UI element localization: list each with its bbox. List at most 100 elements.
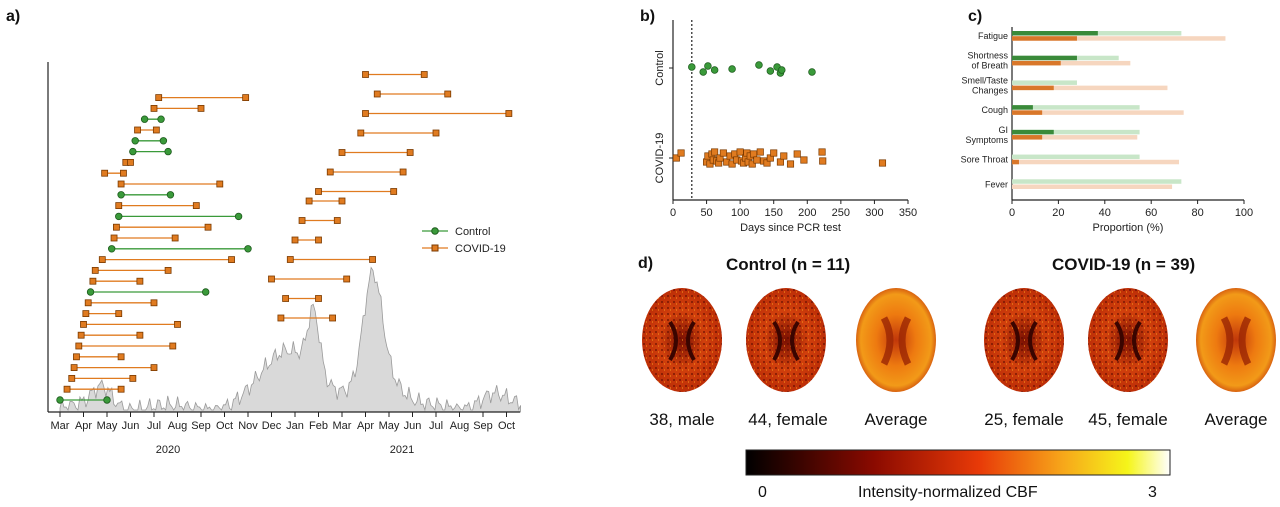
bar: [1012, 85, 1054, 91]
x-tick-label: 0: [1009, 207, 1015, 219]
covid-point: [711, 148, 719, 156]
segment-point: [164, 266, 172, 274]
segment-point: [362, 71, 369, 78]
panel-a-letter: a): [6, 8, 21, 25]
x-tick-label: May: [97, 420, 118, 432]
bar: [1012, 129, 1140, 135]
segment-point: [444, 90, 452, 98]
caption-covid-average: Average: [1204, 410, 1268, 429]
x-tick-label: 100: [1235, 207, 1253, 219]
segment-point: [326, 168, 334, 176]
segment-point: [91, 266, 99, 274]
segment-point: [204, 223, 212, 231]
x-tick-label: Feb: [309, 420, 328, 432]
legend-label: COVID-19: [455, 243, 506, 255]
segment-point: [277, 314, 285, 322]
segment-point: [80, 320, 87, 328]
segment-point: [406, 149, 414, 156]
x-tick-label: 250: [832, 207, 850, 219]
x-tick-label: Jun: [404, 420, 422, 432]
control-point: [710, 66, 719, 74]
bar: [1012, 36, 1077, 41]
covid-point: [677, 149, 685, 157]
category-label: Sore Throat: [961, 155, 1009, 165]
x-tick-label: Jul: [147, 420, 161, 432]
segment-point: [117, 180, 125, 188]
segment-point: [155, 94, 163, 101]
x-tick-label: Sep: [191, 420, 211, 432]
colorbar: [745, 449, 1171, 476]
control-point: [755, 61, 763, 69]
segment-point: [115, 310, 123, 318]
segment-point: [129, 147, 137, 156]
caption-covid-2: 45, female: [1088, 410, 1168, 429]
legend-label: Control: [455, 226, 490, 238]
segment-point: [110, 234, 118, 242]
segment-point: [234, 212, 243, 221]
x-tick-label: Aug: [168, 420, 188, 432]
covid-point: [780, 152, 788, 160]
segment-point: [197, 105, 205, 112]
symptom-proportion-chart: 0 20 40 60 80 100 Proportion (%) Fatigue Shortne…: [961, 27, 1253, 234]
x-tick-label: 350: [899, 207, 917, 219]
category-label: Shortness: [967, 51, 1008, 61]
category-label: Changes: [972, 85, 1009, 95]
x-tick-label: 150: [765, 207, 783, 219]
control-point: [778, 66, 786, 74]
segment-point: [140, 115, 149, 123]
segment-point: [73, 353, 80, 361]
brain-covid-average: [1196, 288, 1276, 392]
segment-point: [89, 277, 97, 285]
colorbar-min: 0: [758, 484, 767, 501]
segment-point: [117, 385, 125, 393]
segment-point: [152, 126, 160, 134]
segment-point: [127, 158, 134, 166]
segment-point: [117, 353, 125, 361]
x-tick-label: Mar: [51, 420, 70, 432]
bar: [1012, 135, 1138, 140]
segment-point: [216, 180, 224, 188]
control-point: [688, 63, 696, 71]
caption-control-2: 44, female: [748, 410, 828, 429]
segment-point: [169, 342, 177, 350]
segment-point: [159, 137, 168, 145]
covid-point: [756, 148, 764, 156]
x-tick-label: Nov: [238, 420, 258, 432]
category-label: GI: [998, 125, 1008, 135]
segment-point: [174, 320, 181, 328]
segment-point: [333, 217, 341, 224]
bar: [1012, 159, 1180, 165]
x-tick-label: Jun: [122, 420, 140, 432]
category-label: Cough: [981, 105, 1008, 115]
category-label: Smell/Taste: [961, 75, 1008, 85]
segment-point: [115, 202, 123, 210]
segment-point: [136, 331, 144, 339]
segment-point: [113, 223, 120, 231]
segment-point: [244, 245, 252, 253]
caption-control-average: Average: [864, 410, 928, 429]
x-tick-label: 60: [1145, 207, 1157, 219]
segment-point: [164, 147, 172, 156]
panel-c-letter: c): [968, 8, 983, 25]
bar: [1012, 135, 1043, 140]
covid-title: COVID-19 (n = 39): [1052, 255, 1196, 274]
segment-point: [84, 299, 92, 307]
control-point: [728, 65, 736, 73]
bar: [1012, 80, 1077, 85]
segment-point: [373, 90, 381, 98]
segment-point: [268, 275, 275, 283]
segment-point: [157, 115, 165, 123]
x-tick-label: Aug: [450, 420, 470, 432]
segment-point: [298, 217, 306, 224]
x-tick-label: Dec: [262, 420, 282, 432]
control-title: Control (n = 11): [726, 255, 851, 274]
segment-point: [505, 110, 513, 117]
segment-point: [171, 234, 179, 242]
segment-point: [101, 169, 109, 177]
year-label: 2021: [390, 444, 414, 456]
brain-covid-1: [984, 288, 1064, 392]
x-tick-label: May: [379, 420, 400, 432]
x-tick-label: Sep: [473, 420, 493, 432]
covid-point: [818, 148, 826, 156]
